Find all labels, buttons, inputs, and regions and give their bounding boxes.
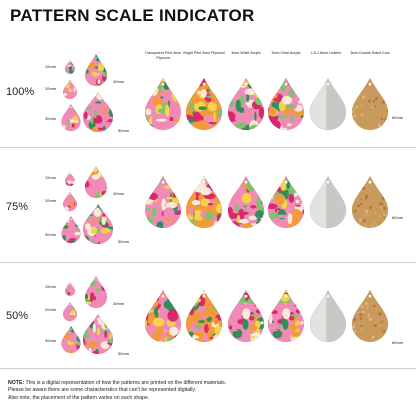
size-label-40mm: 40mm [113,301,125,306]
teardrop-earring-cork [351,77,389,131]
teardrop-earring-print [84,165,108,199]
teardrop-earring-print [61,325,81,354]
teardrop-earring-print [62,191,78,212]
teardrop-earring-print [227,289,265,343]
disclaimer-note: NOTE: This is a digital representation o… [8,380,408,402]
teardrop-earring-cork [351,289,389,343]
size-label-50mm: 50mm [118,239,130,244]
row-divider [0,147,416,148]
size-label-30mm: 30mm [45,116,57,121]
teardrop-earring-print [82,203,114,245]
note-line-3: Also note, the placement of the pattern … [8,394,150,401]
teardrop-earring-cork [351,175,389,229]
teardrop-earring-print [267,289,305,343]
size-label-40mm: 40mm [113,191,125,196]
teardrop-earring-print [64,59,76,75]
note-label: NOTE: [8,380,25,386]
teardrop-earring-leather [309,175,347,229]
scale-label-50: 50% [6,310,29,322]
teardrop-earring-print [82,91,114,133]
teardrop-earring-print [84,275,108,309]
note-line-1: This is a digital representation of how … [25,380,227,386]
teardrop-earring-leather [309,289,347,343]
size-label-30mm: 30mm [45,338,57,343]
scale-label-100: 100% [6,86,35,98]
teardrop-earring-print-orange [185,175,223,229]
scale-label-75: 75% [6,201,29,213]
teardrop-earring-print [144,175,182,229]
teardrop-earring-print [64,171,76,187]
row-divider [0,262,416,263]
teardrop-earring-print [227,77,265,131]
teardrop-earring-leather [309,77,347,131]
size-label-20mm: 20mm [45,198,57,203]
teardrop-earring-print [61,215,81,244]
size-label-40mm: 40mm [113,79,125,84]
material-header-transparent-plywood: Transparent Print 3mm Plywood [144,51,182,60]
row-divider [0,368,416,369]
material-header-leather: 1.6-1.8mm Leather [310,51,342,55]
size-label-50mm: 50mm [118,128,130,133]
teardrop-earring-print [267,77,305,131]
teardrop-earring-print [227,175,265,229]
teardrop-earring-print [144,289,182,343]
teardrop-earring-print [267,175,305,229]
size-label-15mm: 15mm [45,64,57,69]
teardrop-earring-print-orange [185,77,223,131]
size-label-20mm: 20mm [45,86,57,91]
size-label-60mm: 60mm [392,115,404,120]
page-title: PATTERN SCALE INDICATOR [10,6,255,25]
note-line-2: Please be aware there are some character… [8,387,197,394]
size-label-60mm: 60mm [392,215,404,220]
teardrop-earring-print [82,313,114,355]
size-label-15mm: 15mm [45,284,57,289]
teardrop-earring-print [62,301,78,322]
material-header-cork: 3mm Double Sided Cork [350,51,390,55]
teardrop-earring-print [61,103,81,132]
teardrop-earring-print [64,281,76,297]
teardrop-earring-print-orange [185,289,223,343]
teardrop-earring-print [62,79,78,100]
size-label-20mm: 20mm [45,307,57,312]
material-header-white-acrylic: 3mm White Acrylic [231,51,261,55]
material-header-clear-acrylic: 3mm Clear Acrylic [271,51,301,55]
size-label-30mm: 30mm [45,232,57,237]
material-header-bright-plywood: Bright Print 3mm Plywood [183,51,225,55]
size-label-50mm: 50mm [118,351,130,356]
teardrop-earring-print [84,53,108,87]
size-label-60mm: 60mm [392,340,404,345]
size-label-15mm: 15mm [45,175,57,180]
teardrop-earring-print [144,77,182,131]
